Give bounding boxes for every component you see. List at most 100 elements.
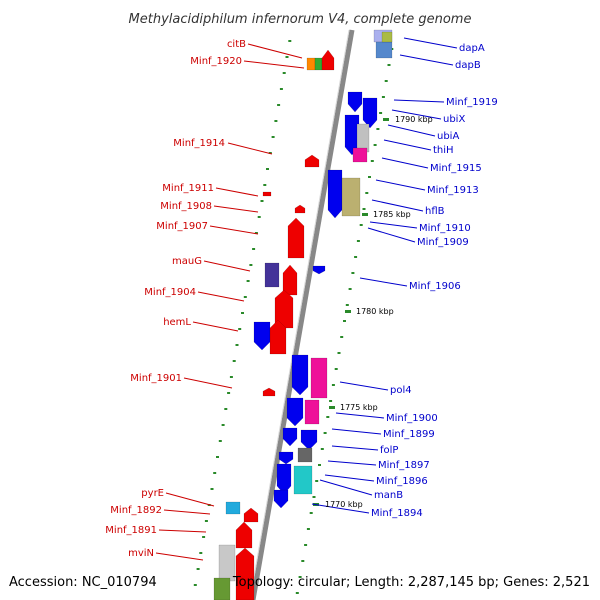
gene-minf-1920[interactable]	[321, 49, 335, 71]
track-tick-left-24	[221, 424, 225, 426]
gene-label-minf-1892[interactable]: Minf_1892	[110, 505, 162, 516]
gene-minf-1899[interactable]	[304, 399, 320, 425]
genome-backbone	[249, 29, 355, 600]
gene-label-minf-1913[interactable]: Minf_1913	[427, 185, 479, 196]
gene-minf-1891[interactable]	[235, 521, 253, 549]
gene-minf-1907[interactable]	[287, 217, 305, 259]
gene-minf-1915[interactable]	[352, 147, 368, 163]
track-tick-right-13	[354, 256, 358, 258]
gene-label-hemL[interactable]: hemL	[163, 317, 191, 328]
gene-label-mviN[interactable]: mviN	[128, 548, 154, 559]
gene-minf-1901[interactable]	[262, 387, 276, 397]
gene-minf-1894[interactable]	[273, 489, 289, 509]
gene-minf-1914[interactable]	[304, 154, 320, 168]
gene-mviN[interactable]	[218, 544, 236, 582]
gene-label-minf-1915[interactable]: Minf_1915	[430, 163, 482, 174]
gene-label-minf-1919[interactable]: Minf_1919	[446, 97, 498, 108]
gene-label-ubiA[interactable]: ubiA	[437, 131, 459, 142]
gene-label-ubiX[interactable]: ubiX	[443, 114, 465, 125]
right-labels: dapA dapB Minf_1919 ubiX ubiA thiH Minf_…	[371, 43, 498, 519]
gene-label-minf-1910[interactable]: Minf_1910	[419, 223, 471, 234]
gene-citB-part[interactable]	[314, 57, 323, 71]
label-leader-19	[383, 139, 432, 151]
gene-minf-1890[interactable]	[235, 547, 255, 600]
gene-minf-1897b[interactable]	[278, 451, 294, 465]
gene-label-minf-1909[interactable]: Minf_1909	[417, 237, 469, 248]
gene-label-thiH[interactable]: thiH	[433, 145, 454, 156]
gene-label-minf-1899[interactable]: Minf_1899	[383, 429, 435, 440]
track-tick-right-32	[301, 560, 305, 562]
gene-minf-1911[interactable]	[262, 191, 272, 197]
track-tick-left-3	[279, 88, 283, 90]
gene-label-minf-1911[interactable]: Minf_1911	[162, 183, 214, 194]
gene-mauG[interactable]	[264, 262, 280, 288]
track-tick-left-27	[213, 472, 217, 474]
gene-dapA-part[interactable]	[381, 31, 393, 43]
gene-label-minf-1901[interactable]: Minf_1901	[130, 373, 182, 384]
gene-ubiX[interactable]	[362, 97, 378, 129]
gene-pyrE[interactable]	[225, 501, 241, 515]
gene-label-mauG[interactable]: mauG	[172, 256, 202, 267]
gene-minf-1913[interactable]	[327, 169, 343, 219]
track-tick-right-22	[329, 400, 333, 402]
gene-manB[interactable]	[293, 465, 313, 495]
gene-label-minf-1891[interactable]: Minf_1891	[105, 525, 157, 536]
track-tick-right-11	[359, 224, 363, 226]
gene-minf-1902[interactable]	[269, 319, 287, 355]
gene-minf-1889[interactable]	[213, 577, 231, 600]
gene-pol4[interactable]	[310, 357, 328, 399]
label-leader-30	[327, 460, 377, 466]
track-tick-right-5	[376, 128, 380, 130]
label-leader-22	[371, 199, 424, 212]
gene-label-citB[interactable]: citB	[227, 39, 246, 50]
gene-label-minf-1907[interactable]: Minf_1907	[156, 221, 208, 232]
track-tick-right-15	[348, 288, 352, 290]
label-leader-25	[359, 277, 408, 287]
track-tick-right-14	[351, 272, 355, 274]
label-leader-7	[197, 291, 245, 302]
gene-label-minf-1920[interactable]: Minf_1920	[190, 56, 242, 67]
gene-minf-1904[interactable]	[282, 264, 298, 296]
gene-label-dapA[interactable]: dapA	[459, 43, 485, 54]
gene-label-minf-1897[interactable]: Minf_1897	[378, 460, 430, 471]
gene-label-manB[interactable]: manB	[374, 490, 403, 501]
gene-label-hflB[interactable]: hflB	[425, 206, 445, 217]
gene-hemL[interactable]	[253, 321, 271, 351]
track-tick-left-5	[274, 120, 278, 122]
gene-folP[interactable]	[300, 429, 318, 451]
scale-tick-2	[345, 310, 351, 313]
gene-minf-1906[interactable]	[312, 265, 326, 275]
gene-label-pol4[interactable]: pol4	[390, 385, 412, 396]
gene-minf-1908[interactable]	[294, 204, 306, 214]
gene-label-minf-1908[interactable]: Minf_1908	[160, 201, 212, 212]
gene-minf-1900[interactable]	[286, 397, 304, 427]
gene-dapB[interactable]	[375, 41, 393, 59]
gene-minf-1896[interactable]	[276, 463, 292, 495]
label-leader-3	[215, 187, 259, 197]
gene-label-minf-1894[interactable]: Minf_1894	[371, 508, 423, 519]
gene-label-minf-1896[interactable]: Minf_1896	[376, 476, 428, 487]
gene-features	[213, 29, 393, 600]
gene-minf-1897[interactable]	[297, 447, 313, 463]
gene-thiH[interactable]	[356, 123, 370, 153]
track-tick-right-27	[315, 480, 319, 482]
gene-label-minf-1906[interactable]: Minf_1906	[409, 281, 461, 292]
scale-tick-0	[383, 118, 389, 121]
gene-minf-1892[interactable]	[243, 507, 259, 523]
gene-minf-1905[interactable]	[291, 354, 309, 396]
gene-label-minf-1914[interactable]: Minf_1914	[173, 138, 225, 149]
gene-label-folP[interactable]: folP	[380, 445, 398, 456]
gene-minf-1919[interactable]	[347, 91, 363, 113]
track-tick-left-16	[243, 296, 247, 298]
gene-citB[interactable]	[306, 57, 316, 71]
gene-label-dapB[interactable]: dapB	[455, 60, 481, 71]
label-leader-11	[163, 509, 211, 515]
gene-label-minf-1900[interactable]: Minf_1900	[386, 413, 438, 424]
accession-text: Accession: NC_010794	[9, 575, 157, 590]
gene-hflB[interactable]	[341, 177, 361, 217]
gene-label-pyrE[interactable]: pyrE	[141, 488, 164, 499]
gene-label-minf-1904[interactable]: Minf_1904	[144, 287, 196, 298]
gene-minf-1898[interactable]	[282, 427, 298, 447]
track-tick-left-17	[241, 312, 244, 314]
scale-label-1780: 1780 kbp	[356, 307, 394, 316]
